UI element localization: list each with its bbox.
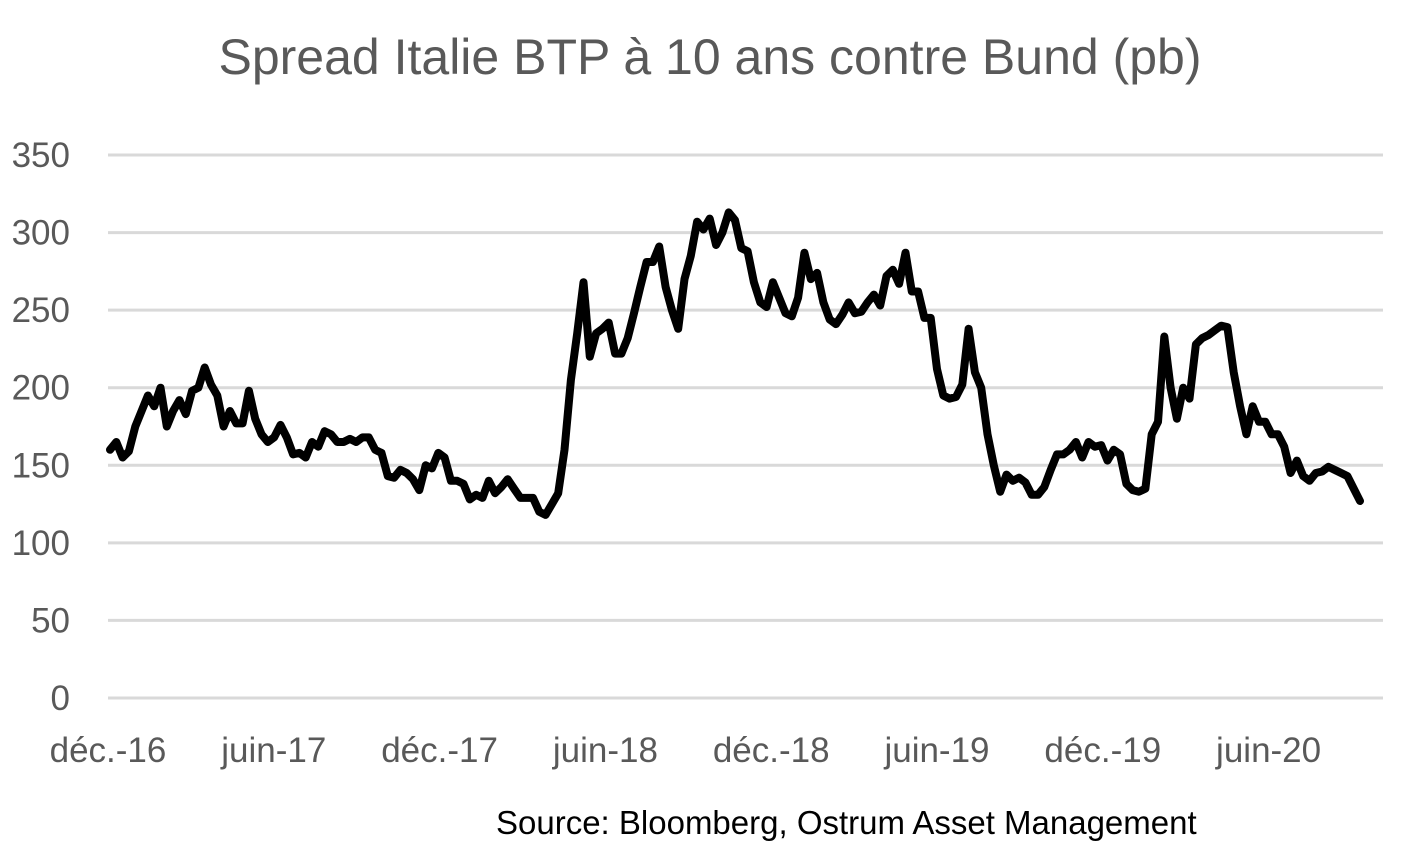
x-tick-label: juin-20: [1215, 731, 1321, 770]
x-tick-label: juin-19: [883, 731, 989, 770]
x-tick-label: déc.-19: [1044, 731, 1161, 770]
gridlines: [108, 153, 1383, 700]
x-tick-label: juin-17: [220, 731, 326, 770]
x-tick-label: déc.-17: [381, 731, 498, 770]
y-tick-label: 300: [12, 214, 70, 253]
y-axis-ticks: 0 50 100 150 200 250 300 350: [12, 136, 70, 718]
y-tick-label: 100: [12, 524, 70, 563]
series-line-0: [106, 208, 1364, 519]
y-tick-label: 250: [12, 291, 70, 330]
series-group: [106, 208, 1364, 519]
x-tick-label: juin-18: [552, 731, 658, 770]
x-tick-label: déc.-18: [713, 731, 830, 770]
x-tick-label: déc.-16: [50, 731, 167, 770]
y-tick-label: 200: [12, 369, 70, 408]
x-axis-ticks: déc.-16 juin-17 déc.-17 juin-18 déc.-18 juin-…: [50, 731, 1322, 770]
chart-title: Spread Italie BTP à 10 ans contre Bund (…: [218, 29, 1202, 85]
y-tick-label: 0: [51, 679, 70, 718]
y-tick-label: 350: [12, 136, 70, 175]
source-note: Source: Bloomberg, Ostrum Asset Manageme…: [496, 804, 1197, 841]
y-tick-label: 50: [31, 601, 70, 640]
y-tick-label: 150: [12, 446, 70, 485]
